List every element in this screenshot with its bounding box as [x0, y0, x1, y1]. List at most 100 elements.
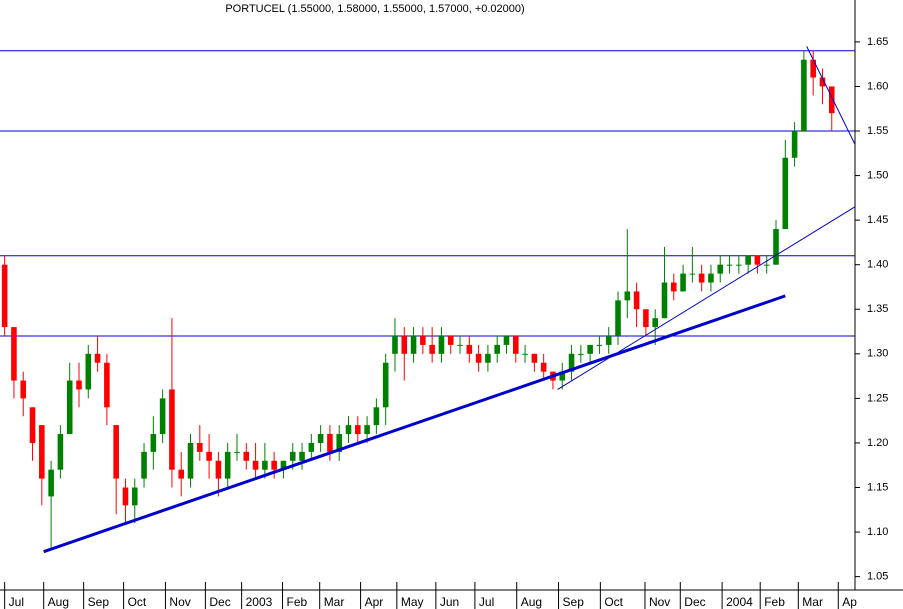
x-tick-label: Feb: [764, 595, 785, 609]
candle-body: [782, 157, 789, 230]
candle-body: [652, 318, 658, 328]
candle-body: [224, 451, 231, 479]
x-tick-label: Aug: [48, 595, 69, 609]
y-tick-label: 1.45: [867, 214, 888, 226]
x-tick-label: Nov: [169, 595, 190, 609]
candle-body: [754, 255, 761, 265]
candle-body: [596, 344, 603, 346]
x-tick-label: Mar: [324, 595, 345, 609]
candle-body: [698, 273, 705, 283]
candle-body: [243, 451, 250, 461]
candle-body: [234, 451, 240, 453]
candle-body: [801, 59, 807, 132]
candle-body: [159, 398, 166, 435]
candle-body: [475, 353, 482, 363]
candle-body: [531, 353, 538, 363]
candle-body: [485, 353, 491, 363]
candle-body: [708, 273, 714, 283]
candle-body: [447, 335, 454, 345]
x-tick-label: Sep: [563, 595, 585, 609]
candle-body: [810, 59, 816, 78]
candle-body: [494, 344, 500, 354]
candle-body: [587, 344, 593, 354]
candle-body: [670, 282, 677, 292]
candle-body: [262, 460, 268, 470]
candle-body: [252, 460, 259, 470]
candle-body: [271, 460, 277, 470]
candle-body: [29, 407, 36, 443]
x-tick-label: Apr: [365, 595, 384, 609]
candle-body: [661, 282, 668, 319]
candle-body: [11, 327, 17, 381]
candle-body: [429, 344, 435, 354]
candle-body: [438, 335, 445, 354]
candle-body: [1, 264, 8, 328]
candle-body: [624, 291, 631, 301]
candle-body: [522, 353, 528, 355]
candle-body: [605, 335, 612, 345]
y-tick-label: 1.50: [867, 169, 888, 181]
candle-body: [131, 487, 138, 506]
chart-title: PORTUCEL (1.55000, 1.58000, 1.55000, 1.5…: [225, 3, 524, 15]
candle-body: [773, 229, 779, 265]
candle-body: [336, 434, 342, 452]
y-tick-label: 1.65: [867, 36, 888, 48]
candle-body: [643, 309, 649, 328]
candle-body: [141, 451, 147, 479]
x-tick-label: May: [401, 595, 424, 609]
candle-body: [633, 291, 640, 310]
x-tick-label: Dec: [684, 595, 705, 609]
candle-body: [689, 273, 696, 275]
x-tick-label: 2004: [726, 595, 753, 609]
x-tick-label: Ap: [842, 595, 857, 609]
candle-body: [559, 371, 566, 381]
candle-body: [85, 353, 92, 390]
candle-body: [373, 407, 380, 426]
candle-body: [680, 273, 686, 292]
candle-body: [763, 264, 770, 266]
y-tick-label: 1.60: [867, 80, 888, 92]
candle-body: [364, 425, 370, 435]
candle-body: [299, 451, 305, 461]
candle-body: [327, 434, 333, 452]
candle-body: [104, 362, 110, 408]
candle-body: [66, 380, 73, 435]
y-tick-label: 1.30: [867, 348, 888, 360]
candle-body: [280, 460, 287, 470]
candle-body: [410, 335, 417, 354]
x-tick-label: Jul: [479, 595, 494, 609]
candle-body: [76, 380, 82, 390]
candle-body: [57, 434, 64, 470]
x-tick-label: Oct: [128, 595, 147, 609]
x-tick-label: 2003: [246, 595, 273, 609]
candle-body: [317, 434, 324, 443]
candle-body: [615, 300, 621, 336]
x-tick-label: Sep: [88, 595, 110, 609]
candle-body: [20, 380, 27, 399]
y-tick-label: 1.55: [867, 125, 888, 137]
candle-body: [169, 389, 175, 470]
candle-body: [197, 442, 203, 452]
candle-body: [717, 264, 724, 274]
candle-body: [819, 77, 826, 87]
candle-body: [355, 425, 361, 435]
candle-body: [178, 469, 185, 479]
candle-body: [150, 434, 157, 452]
candle-body: [392, 335, 398, 354]
candle-body: [420, 335, 426, 345]
y-tick-label: 1.15: [867, 481, 888, 493]
candle-body: [540, 362, 547, 372]
y-tick-label: 1.10: [867, 526, 888, 538]
candle-body: [122, 487, 129, 506]
x-tick-label: Aug: [521, 595, 542, 609]
trend-line: [557, 206, 856, 390]
x-tick-label: Jun: [440, 595, 459, 609]
candle-body: [568, 353, 575, 372]
candle-body: [48, 469, 54, 497]
candle-body: [401, 335, 408, 354]
candle-body: [94, 353, 101, 363]
x-tick-label: Oct: [604, 595, 623, 609]
candle-body: [736, 264, 742, 266]
